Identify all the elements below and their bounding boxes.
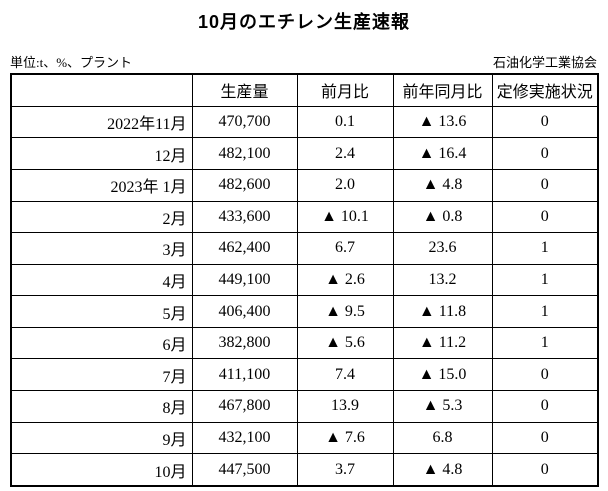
row-label-cell: 12月 <box>10 137 193 170</box>
meta-row: 単位:t、%、プラント 石油化学工業協会 <box>10 52 597 71</box>
row-label-cell: 8月 <box>10 390 193 423</box>
header-cell-mom: 前月比 <box>296 73 394 107</box>
production-cell: 462,400 <box>191 232 298 265</box>
production-cell: 433,600 <box>191 200 298 234</box>
header-cell-maintenance: 定修実施状況 <box>491 73 599 107</box>
maintenance-cell: 0 <box>491 105 599 139</box>
yoy-cell: ▲ 0.8 <box>392 200 493 234</box>
production-cell: 447,500 <box>191 453 298 487</box>
row-label-cell: 5月 <box>10 295 193 328</box>
table-row: 4月 449,100 ▲ 2.6 13.2 1 <box>10 263 599 297</box>
table-row: 9月 432,100 ▲ 7.6 6.8 0 <box>10 421 599 455</box>
mom-cell: ▲ 9.5 <box>296 295 394 328</box>
production-cell: 411,100 <box>191 358 298 392</box>
mom-cell: 2.0 <box>296 168 394 202</box>
table-row: 7月 411,100 7.4 ▲ 15.0 0 <box>10 358 599 392</box>
yoy-cell: ▲ 4.8 <box>392 168 493 202</box>
yoy-cell: ▲ 11.2 <box>392 326 493 360</box>
mom-cell: 13.9 <box>296 390 394 423</box>
header-cell-yoy: 前年同月比 <box>392 73 493 107</box>
table-header-row: 生産量 前月比 前年同月比 定修実施状況 <box>10 73 599 107</box>
maintenance-cell: 0 <box>491 358 599 392</box>
header-cell-month <box>10 73 193 107</box>
table-row: 2023年 1月 482,600 2.0 ▲ 4.8 0 <box>10 168 599 202</box>
yoy-cell: ▲ 4.8 <box>392 453 493 487</box>
row-label-cell: 7月 <box>10 358 193 392</box>
production-cell: 449,100 <box>191 263 298 297</box>
organization-name: 石油化学工業協会 <box>492 55 597 70</box>
yoy-cell: 23.6 <box>392 232 493 265</box>
row-label-cell: 3月 <box>10 232 193 265</box>
production-cell: 406,400 <box>191 295 298 328</box>
maintenance-cell: 1 <box>491 295 599 328</box>
maintenance-cell: 1 <box>491 232 599 265</box>
yoy-cell: ▲ 11.8 <box>392 295 493 328</box>
table-row: 2022年11月 470,700 0.1 ▲ 13.6 0 <box>10 105 599 139</box>
yoy-cell: ▲ 15.0 <box>392 358 493 392</box>
yoy-cell: ▲ 13.6 <box>392 105 493 139</box>
mom-cell: 6.7 <box>296 232 394 265</box>
production-cell: 382,800 <box>191 326 298 360</box>
yoy-cell: ▲ 16.4 <box>392 137 493 170</box>
maintenance-cell: 0 <box>491 453 599 487</box>
table-row: 8月 467,800 13.9 ▲ 5.3 0 <box>10 390 599 423</box>
row-label-cell: 9月 <box>10 421 193 455</box>
mom-cell: ▲ 7.6 <box>296 421 394 455</box>
maintenance-cell: 1 <box>491 326 599 360</box>
row-label-cell: 4月 <box>10 263 193 297</box>
mom-cell: 0.1 <box>296 105 394 139</box>
maintenance-cell: 0 <box>491 200 599 234</box>
row-label-cell: 2月 <box>10 200 193 234</box>
table-row: 2月 433,600 ▲ 10.1 ▲ 0.8 0 <box>10 200 599 234</box>
production-cell: 482,600 <box>191 168 298 202</box>
maintenance-cell: 1 <box>491 263 599 297</box>
maintenance-cell: 0 <box>491 390 599 423</box>
production-cell: 432,100 <box>191 421 298 455</box>
table-row: 6月 382,800 ▲ 5.6 ▲ 11.2 1 <box>10 326 599 360</box>
production-table: 生産量 前月比 前年同月比 定修実施状況 2022年11月 470,700 0.… <box>10 73 599 487</box>
yoy-cell: 13.2 <box>392 263 493 297</box>
maintenance-cell: 0 <box>491 168 599 202</box>
maintenance-cell: 0 <box>491 137 599 170</box>
header-cell-production: 生産量 <box>191 73 298 107</box>
row-label-cell: 10月 <box>10 453 193 487</box>
production-cell: 467,800 <box>191 390 298 423</box>
production-cell: 470,700 <box>191 105 298 139</box>
mom-cell: ▲ 5.6 <box>296 326 394 360</box>
table-row: 3月 462,400 6.7 23.6 1 <box>10 232 599 265</box>
mom-cell: 3.7 <box>296 453 394 487</box>
mom-cell: 7.4 <box>296 358 394 392</box>
row-label-cell: 2022年11月 <box>10 105 193 139</box>
table-row: 12月 482,100 2.4 ▲ 16.4 0 <box>10 137 599 170</box>
yoy-cell: ▲ 5.3 <box>392 390 493 423</box>
maintenance-cell: 0 <box>491 421 599 455</box>
mom-cell: ▲ 2.6 <box>296 263 394 297</box>
unit-note: 単位:t、%、プラント <box>10 55 133 70</box>
row-label-cell: 2023年 1月 <box>10 168 193 202</box>
production-cell: 482,100 <box>191 137 298 170</box>
mom-cell: ▲ 10.1 <box>296 200 394 234</box>
row-label-cell: 6月 <box>10 326 193 360</box>
yoy-cell: 6.8 <box>392 421 493 455</box>
table-row: 10月 447,500 3.7 ▲ 4.8 0 <box>10 453 599 487</box>
page-title: 10月のエチレン生産速報 <box>197 12 411 32</box>
mom-cell: 2.4 <box>296 137 394 170</box>
table-row: 5月 406,400 ▲ 9.5 ▲ 11.8 1 <box>10 295 599 328</box>
